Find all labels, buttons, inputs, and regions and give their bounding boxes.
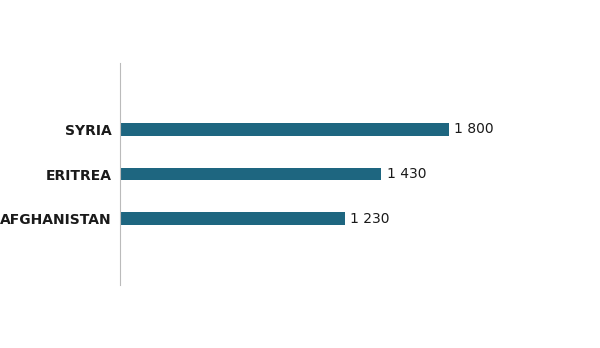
Text: 1 800: 1 800 bbox=[454, 122, 494, 136]
Text: 1 430: 1 430 bbox=[387, 167, 426, 181]
Bar bbox=[120, 212, 345, 225]
Text: 1 230: 1 230 bbox=[350, 212, 390, 226]
Bar bbox=[120, 168, 382, 180]
Bar bbox=[120, 123, 449, 136]
